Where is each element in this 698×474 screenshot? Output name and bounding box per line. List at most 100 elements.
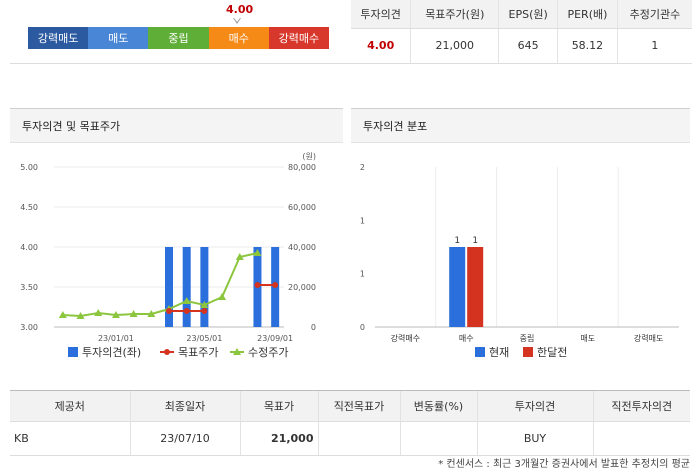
adjusted-price-point <box>58 311 67 318</box>
opinion-distribution-panel: 투자의견 분포 2 1 1 0 강력매수 매수 중립 매도 강력매도 1 1 현재 한달전 <box>351 108 690 364</box>
summary-per: 58.12 <box>557 28 618 64</box>
distribution-bar <box>449 247 466 327</box>
y-left-tick-label: 3.50 <box>20 283 38 292</box>
detail-header: 변동률(%) <box>399 390 477 422</box>
adjusted-price-point <box>253 249 262 256</box>
current-opinion-value: 4.00 <box>226 3 254 16</box>
target-price-cell: 21,000 <box>239 421 318 456</box>
x-category-label: 매수 <box>459 334 474 343</box>
opinion-bar <box>182 247 191 327</box>
prev-target-price-cell <box>317 421 400 456</box>
provider-cell: KB <box>10 421 130 456</box>
opinion-target-price-chart: 5.00 4.50 4.00 3.50 3.00 80,000 60,000 40,000 20… <box>20 152 316 359</box>
scale-neutral: 중립 <box>148 27 209 49</box>
y-right-unit-label: (원) <box>302 152 316 161</box>
summary-opinion: 4.00 <box>351 28 411 64</box>
distribution-bar <box>467 247 484 327</box>
opinion-scale: 강력매도 매도 중립 매수 강력매수 <box>28 27 330 49</box>
table-row: KB 23/07/10 21,000 BUY <box>10 421 690 456</box>
summary-header: EPS(원) <box>498 0 558 29</box>
adjusted-price-point <box>94 309 103 316</box>
panel-title: 투자의견 및 목표주가 <box>10 109 343 143</box>
legend-target-swatch <box>164 349 170 355</box>
current-opinion-marker-icon <box>233 18 241 24</box>
summary-target-price: 21,000 <box>410 28 499 64</box>
legend-adjusted-swatch <box>233 348 241 355</box>
divider <box>10 63 351 64</box>
summary-header: 추정기관수 <box>616 0 692 29</box>
x-category-label: 매도 <box>580 334 595 343</box>
y-left-tick-label: 5.00 <box>20 163 38 172</box>
x-category-label: 중립 <box>520 334 535 343</box>
y-tick-label: 1 <box>360 216 365 225</box>
legend-opinion-swatch <box>68 347 78 357</box>
opinion-target-price-panel: 투자의견 및 목표주가 5.00 4.50 4.00 3.50 3.00 80,000 60… <box>10 108 343 364</box>
adjusted-price-point <box>235 253 244 260</box>
adjusted-price-point <box>182 297 191 304</box>
y-left-tick-label: 4.00 <box>20 243 38 252</box>
legend-opinion-label: 투자의견(좌) <box>82 346 141 359</box>
consensus-footnote: * 컨센서스 : 최근 3개월간 증권사에서 발표한 추정치의 평균 <box>438 459 690 470</box>
panel-title: 투자의견 분포 <box>351 109 690 143</box>
prev-opinion-cell <box>592 421 690 456</box>
detail-header: 직전목표가 <box>317 390 400 422</box>
adjusted-price-line <box>62 252 258 318</box>
x-tick-label: 23/05/01 <box>186 334 222 343</box>
provider-detail-table: 제공처 최종일자 목표가 직전목표가 변동률(%) 투자의견 직전투자의견 KB… <box>10 390 690 456</box>
target-price-point <box>201 308 208 314</box>
detail-header: 목표가 <box>239 390 318 422</box>
summary-header: 투자의견 <box>351 0 411 29</box>
adjusted-price-point <box>76 312 85 319</box>
detail-header: 제공처 <box>10 390 130 422</box>
consensus-summary-table: 투자의견 목표주가(원) EPS(원) PER(배) 추정기관수 4.00 21… <box>351 0 692 64</box>
y-tick-label: 1 <box>360 270 365 279</box>
detail-header: 최종일자 <box>129 390 240 422</box>
adjusted-price-point <box>200 301 209 308</box>
target-price-point <box>166 308 172 314</box>
x-category-label: 강력매도 <box>634 333 663 343</box>
x-tick-label: 23/09/01 <box>257 334 293 343</box>
target-price-point <box>254 282 261 288</box>
bar-data-label: 1 <box>472 236 478 246</box>
legend-adjusted-label: 수정주가 <box>248 346 288 359</box>
y-left-tick-label: 3.00 <box>20 323 38 332</box>
adjusted-price-point <box>147 310 156 317</box>
legend-current-label: 현재 <box>489 346 509 359</box>
y-left-tick-label: 4.50 <box>20 203 38 212</box>
y-right-tick-label: 80,000 <box>288 163 316 172</box>
legend-month-ago-label: 한달전 <box>537 346 567 359</box>
opinion-distribution-chart: 2 1 1 0 강력매수 매수 중립 매도 강력매도 1 1 현재 한달전 <box>360 163 679 359</box>
date-cell: 23/07/10 <box>129 421 240 456</box>
change-rate-cell <box>399 421 477 456</box>
y-right-tick-label: 0 <box>311 323 316 332</box>
detail-header: 투자의견 <box>476 390 593 422</box>
opinion-bar <box>165 247 173 327</box>
adjusted-price-point <box>129 310 138 317</box>
legend-current-swatch <box>475 347 485 357</box>
y-tick-label: 0 <box>360 323 365 332</box>
summary-institution-count: 1 <box>616 28 692 64</box>
scale-sell: 매도 <box>88 27 149 49</box>
scale-strong-sell: 강력매도 <box>28 27 89 49</box>
opinion-cell: BUY <box>476 421 593 456</box>
legend-month-ago-swatch <box>523 347 533 357</box>
scale-buy: 매수 <box>208 27 269 49</box>
x-tick-label: 23/01/01 <box>98 334 134 343</box>
bar-data-label: 1 <box>454 236 460 246</box>
adjusted-price-point <box>218 293 227 300</box>
y-right-tick-label: 60,000 <box>288 203 316 212</box>
x-category-label: 강력매수 <box>391 333 420 343</box>
summary-header: 목표주가(원) <box>410 0 499 29</box>
scale-strong-buy: 강력매수 <box>268 27 330 49</box>
adjusted-price-point <box>111 311 120 318</box>
target-price-point <box>183 308 190 314</box>
y-right-tick-label: 40,000 <box>288 243 316 252</box>
y-tick-label: 2 <box>360 163 365 172</box>
y-right-tick-label: 20,000 <box>288 283 316 292</box>
legend-target-label: 목표주가 <box>178 346 218 359</box>
summary-eps: 645 <box>498 28 558 64</box>
opinion-bar <box>200 247 209 327</box>
detail-header: 직전투자의견 <box>592 390 690 422</box>
target-price-point <box>272 282 279 288</box>
summary-header: PER(배) <box>557 0 618 29</box>
